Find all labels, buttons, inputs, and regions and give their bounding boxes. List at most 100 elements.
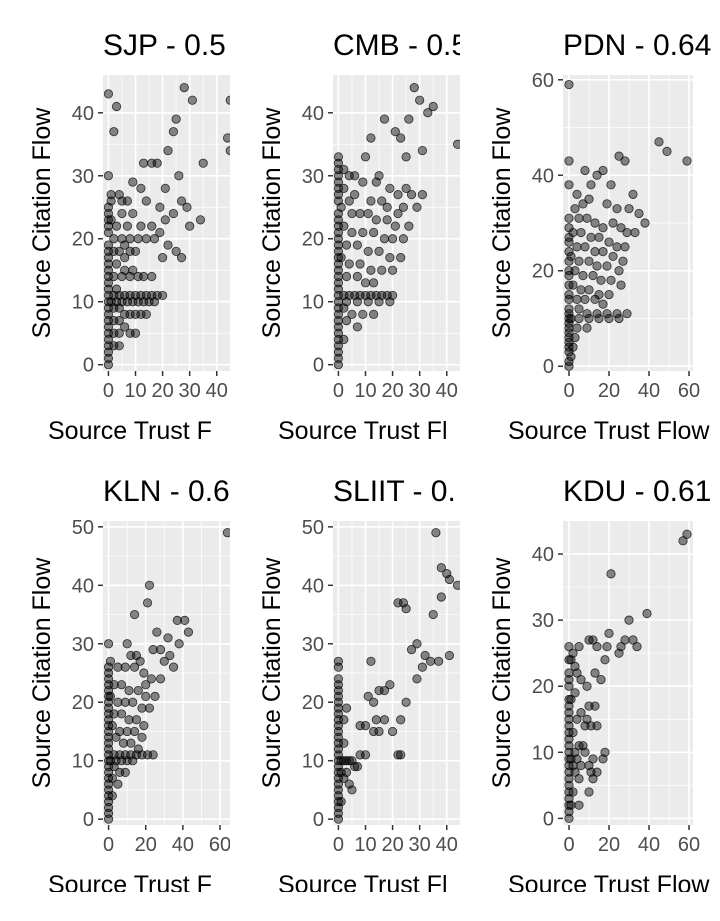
data-point	[682, 529, 692, 539]
data-point	[369, 726, 379, 737]
data-point	[390, 221, 400, 231]
data-point	[654, 137, 664, 147]
data-point	[148, 645, 158, 655]
data-point	[355, 259, 365, 269]
data-point	[198, 158, 208, 168]
panel-kln: 0 20 40 60 0 10 20 30 40 50 KLN - 0.6 Source Trust …	[0, 446, 230, 892]
data-point	[452, 139, 460, 149]
data-point	[103, 89, 114, 99]
data-point	[341, 271, 352, 282]
data-point	[333, 265, 344, 275]
data-point	[592, 261, 602, 271]
data-point	[374, 171, 384, 181]
data-point	[339, 221, 349, 231]
data-point	[148, 750, 158, 760]
data-point	[564, 318, 574, 328]
data-point	[382, 202, 392, 212]
data-point	[444, 574, 455, 585]
y-tick-label: 10	[532, 742, 554, 764]
data-point	[570, 266, 580, 276]
x-tick-label: 40	[436, 380, 458, 402]
data-point	[125, 246, 135, 256]
data-point	[564, 256, 574, 266]
y-tick-label: 50	[72, 517, 94, 539]
data-point	[374, 297, 384, 307]
data-point	[144, 297, 154, 307]
data-point	[393, 750, 403, 760]
data-point	[333, 152, 344, 162]
data-point	[122, 639, 132, 649]
x-tick-label: 40	[206, 380, 228, 402]
data-point	[333, 196, 344, 206]
y-tick-label: 40	[72, 103, 94, 125]
minor-gridlines	[563, 75, 693, 371]
major-gridlines	[333, 521, 460, 825]
data-point	[339, 183, 349, 193]
data-point	[103, 246, 114, 256]
data-point	[369, 227, 379, 238]
data-point	[128, 177, 138, 187]
data-point	[564, 223, 574, 233]
data-point	[118, 738, 129, 748]
data-point	[109, 316, 119, 326]
data-point	[590, 701, 600, 711]
data-point	[333, 215, 344, 225]
data-point	[570, 767, 580, 777]
y-tick-label: 40	[302, 103, 324, 125]
data-point	[117, 271, 127, 282]
x-tick-label: 20	[381, 834, 403, 856]
points	[564, 529, 692, 823]
data-point	[333, 353, 344, 364]
data-point	[103, 297, 114, 307]
data-point	[566, 352, 576, 362]
data-point	[149, 297, 160, 307]
data-point	[333, 177, 344, 187]
data-point	[564, 270, 574, 281]
data-point	[634, 208, 644, 219]
y-tick-label: 0	[543, 356, 554, 378]
data-point	[616, 223, 626, 233]
data-point	[371, 215, 381, 225]
data-point	[114, 246, 124, 256]
data-point	[379, 234, 390, 244]
data-point	[341, 703, 352, 713]
data-point	[114, 316, 124, 326]
data-point	[564, 213, 574, 223]
data-point	[222, 528, 230, 538]
data-point	[564, 313, 574, 324]
data-point	[136, 309, 146, 319]
data-point	[590, 294, 600, 304]
data-point	[363, 297, 373, 307]
data-point	[358, 227, 368, 238]
y-axis-title: Source Citation Flow	[488, 557, 516, 789]
data-point	[125, 271, 135, 282]
data-point	[604, 628, 614, 638]
data-point	[584, 635, 594, 645]
data-point	[163, 145, 173, 156]
data-point	[401, 604, 411, 614]
y-tick-label: 0	[83, 809, 94, 831]
data-point	[390, 127, 400, 137]
data-point	[604, 290, 614, 300]
y-tick-label: 0	[543, 808, 554, 830]
x-tick-label: 10	[354, 834, 376, 856]
data-point	[396, 133, 406, 143]
data-point	[103, 278, 114, 288]
data-point	[404, 114, 414, 124]
y-tick-label: 30	[532, 610, 554, 632]
x-tick-label: 40	[436, 834, 458, 856]
x-tick-label: 20	[598, 380, 620, 402]
data-point	[111, 101, 122, 112]
data-point	[582, 309, 592, 319]
data-point	[139, 271, 149, 282]
data-point	[377, 196, 387, 206]
data-point	[344, 779, 354, 789]
data-point	[155, 202, 165, 212]
data-point	[396, 750, 406, 760]
data-point	[584, 313, 594, 324]
data-point	[103, 265, 114, 275]
data-point	[347, 785, 357, 795]
x-axis-title: Source Trust Flow	[508, 417, 710, 445]
data-point	[574, 800, 584, 810]
